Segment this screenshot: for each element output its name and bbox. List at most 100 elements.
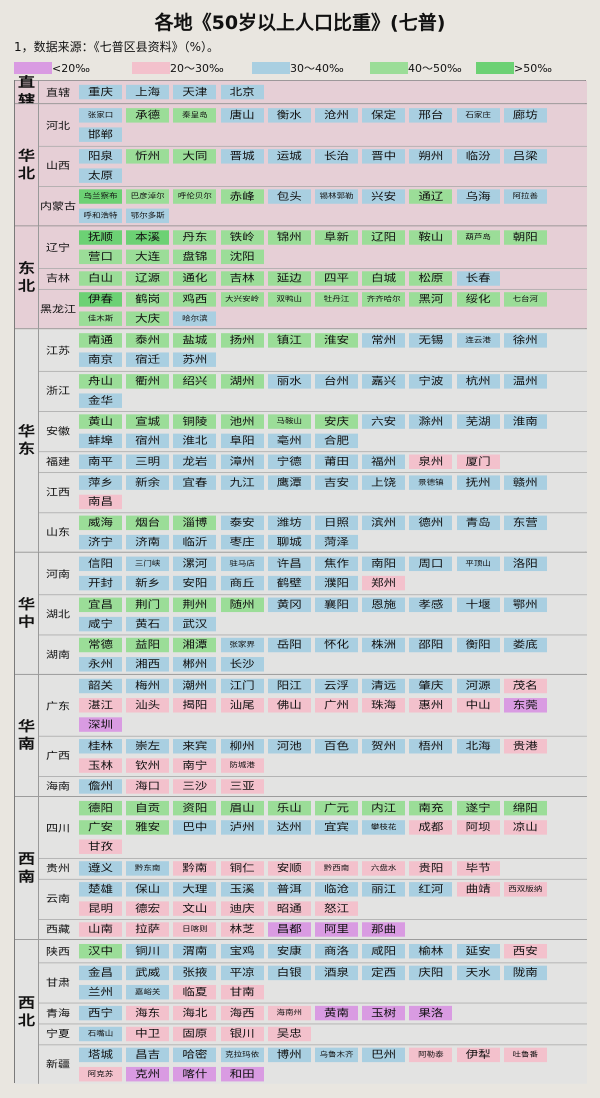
province-group: 河北 张家口 承德 秦皇岛 唐山 衡水 沧州 保定 邢台 石家庄 廊坊 邯郸 xyxy=(39,106,587,145)
city-cell: 日喀则 xyxy=(173,922,217,937)
city-row: 萍乡 新余 宜春 九江 鹰潭 吉安 上饶 景德镇 抚州 赣州 xyxy=(77,473,587,492)
city-cell: 乌鲁木齐 xyxy=(315,1047,358,1063)
city-cell: 襄阳 xyxy=(315,597,358,613)
city-cell: 衡阳 xyxy=(456,637,500,653)
city-cell: 衡水 xyxy=(267,108,311,123)
city-cell: 宝鸡 xyxy=(220,943,264,959)
city-cell: 陇南 xyxy=(503,965,547,981)
city-row: 伊春 鹤岗 鸡西 大兴安岭 双鸭山 牡丹江 齐齐哈尔 黑河 绥化 七台河 xyxy=(77,290,587,309)
city-cell: 齐齐哈尔 xyxy=(362,292,406,307)
city-cell: 抚州 xyxy=(456,475,500,490)
city-cell: 海口 xyxy=(126,779,170,794)
city-cell: 滨州 xyxy=(362,515,406,531)
city-cell: 乐山 xyxy=(267,800,311,816)
city-cell: 张掖 xyxy=(173,965,217,981)
city-cell: 邵阳 xyxy=(409,637,453,653)
city-cell: 包头 xyxy=(267,189,311,204)
city-row: 儋州 海口 三沙 三亚 xyxy=(77,777,587,796)
city-cell: 台州 xyxy=(315,374,358,389)
city-row: 蚌埠 宿州 淮北 阜阳 亳州 合肥 xyxy=(77,431,587,450)
city-row: 阿克苏 克州 喀什 和田 xyxy=(77,1065,587,1084)
city-row: 南昌 xyxy=(77,492,587,511)
city-cell: 保定 xyxy=(362,108,406,123)
province-group: 辽宁 抚顺 本溪 丹东 铁岭 锦州 阜新 辽阳 鞍山 葫芦岛 朝阳 营口 大连 盘锦 沈阳 xyxy=(39,228,587,267)
city-cell: 株洲 xyxy=(362,637,406,653)
province-label: 青海 xyxy=(45,1007,70,1019)
city-cell: 郴州 xyxy=(173,657,217,672)
city-cell: 新乡 xyxy=(126,575,170,591)
city-cell: 菏泽 xyxy=(315,534,358,550)
city-cell: 昌吉 xyxy=(126,1047,170,1063)
legend-swatch xyxy=(132,62,170,74)
province-group: 湖北 宜昌 荆门 荆州 随州 黄冈 襄阳 恩施 孝感 十堰 鄂州 咸宁 黄石 武汉 xyxy=(39,594,587,633)
city-cell: 河池 xyxy=(267,739,311,754)
region-label: 直辖 xyxy=(15,75,39,109)
city-cell: 曲靖 xyxy=(456,882,500,897)
city-cell: 鄂尔多斯 xyxy=(126,208,170,224)
city-cell: 哈密 xyxy=(173,1047,217,1063)
legend-swatch xyxy=(14,62,52,74)
city-cell: 钦州 xyxy=(126,758,170,773)
city-cell: 芜湖 xyxy=(456,414,500,429)
city-cell: 随州 xyxy=(220,597,264,613)
city-cell: 银川 xyxy=(220,1026,264,1042)
city-cell: 承德 xyxy=(126,108,170,123)
city-cell: 七台河 xyxy=(503,292,547,307)
region-block: 辽宁 抚顺 本溪 丹东 铁岭 锦州 阜新 辽阳 鞍山 葫芦岛 朝阳 营口 大连 盘锦 沈阳 吉林 白山 辽源 通化吉… xyxy=(15,225,587,329)
city-cell: 江门 xyxy=(220,678,264,694)
city-cell: 鄂州 xyxy=(503,597,547,613)
city-cell: 吐鲁番 xyxy=(503,1047,547,1063)
city-cell: 张家口 xyxy=(79,108,122,123)
city-cell: 十堰 xyxy=(456,597,500,613)
province-label: 江西 xyxy=(45,486,70,498)
city-cell: 玉溪 xyxy=(220,882,264,897)
city-row: 韶关 梅州 潮州 江门 阳江 云浮 清远 肇庆 河源 茂名 xyxy=(77,676,587,695)
city-cell: 三门峡 xyxy=(126,556,170,572)
city-cell: 大兴安岭 xyxy=(220,292,264,307)
province-group: 福建 南平 三明 龙岩 漳州 宁德 莆田 福州 泉州 厦门 xyxy=(39,451,587,470)
city-cell: 黄南 xyxy=(315,1005,358,1021)
province-label: 直辖 xyxy=(45,86,70,99)
city-cell: 恩施 xyxy=(362,597,406,613)
city-row: 信阳 三门峡 漯河 驻马店 许昌 焦作 南阳 周口 平顶山 洛阳 xyxy=(77,554,587,573)
province-group: 宁夏 石嘴山 中卫 固原 银川 吴忠 xyxy=(39,1023,587,1043)
city-cell: 营口 xyxy=(79,249,122,265)
city-cell: 鹤壁 xyxy=(267,575,311,591)
city-cell: 黄冈 xyxy=(267,597,311,613)
city-cell: 北京 xyxy=(220,84,264,100)
city-cell: 大连 xyxy=(126,249,170,265)
province-label: 陕西 xyxy=(45,945,70,958)
city-row: 白山 辽源 通化 吉林 延边 四平 白城 松原 长春 xyxy=(77,269,587,288)
city-cell: 博州 xyxy=(267,1047,311,1063)
city-cell: 三沙 xyxy=(173,779,217,794)
city-cell: 泰安 xyxy=(220,515,264,531)
city-cell: 青岛 xyxy=(456,515,500,531)
city-cell: 阜新 xyxy=(315,230,358,245)
city-row: 太原 xyxy=(77,166,587,185)
city-cell: 白银 xyxy=(267,965,311,981)
city-cell: 阜阳 xyxy=(220,433,264,449)
city-cell: 巴中 xyxy=(173,820,217,835)
city-row: 南京 宿迁 苏州 xyxy=(77,350,587,369)
province-group: 山东 威海 烟台 淄博 泰安 潍坊 日照 滨州 德州 青岛 东营 济宁 济南 临沂 枣庄 聊城 菏泽 xyxy=(39,512,587,551)
city-cell: 广元 xyxy=(315,800,358,816)
city-cell: 汕头 xyxy=(126,698,170,713)
province-group: 江西 萍乡 新余 宜春 九江 鹰潭 吉安 上饶 景德镇 抚州 赣州 南昌 xyxy=(39,472,587,511)
province-label: 湖南 xyxy=(45,649,70,661)
city-cell: 德州 xyxy=(409,515,453,531)
city-cell: 榆林 xyxy=(409,943,453,959)
city-row: 阳泉 忻州 大同 晋城 运城 长治 晋中 朔州 临汾 吕梁 xyxy=(77,147,587,166)
city-cell: 巴州 xyxy=(362,1047,406,1063)
city-row: 遵义 黔东南 黔南 铜仁 安顺 黔西南 六盘水 贵阳 毕节 xyxy=(77,859,587,878)
province-label: 甘肃 xyxy=(45,976,70,989)
city-cell: 德宏 xyxy=(126,901,170,916)
city-cell: 克拉玛依 xyxy=(220,1047,264,1063)
city-cell: 上饶 xyxy=(362,475,406,490)
province-label: 辽宁 xyxy=(45,241,70,254)
city-cell: 黔东南 xyxy=(126,861,170,876)
city-cell: 乌兰察布 xyxy=(79,189,122,204)
city-cell: 丽江 xyxy=(362,882,406,897)
city-cell: 绵阳 xyxy=(503,800,547,816)
city-cell: 湘西 xyxy=(126,657,170,672)
city-cell: 贵港 xyxy=(503,739,547,754)
